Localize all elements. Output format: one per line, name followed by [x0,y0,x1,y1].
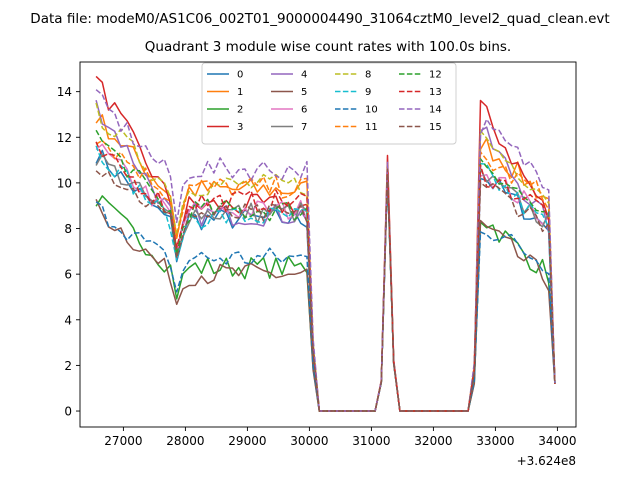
legend-label-3: 3 [237,122,243,133]
y-tick-label: 0 [64,405,72,419]
legend-label-2: 2 [237,105,243,116]
legend-label-10: 10 [365,105,378,116]
legend-label-8: 8 [365,70,371,81]
legend-box [201,62,457,145]
legend-label-4: 4 [301,70,307,81]
chart-title: Quadrant 3 module wise count rates with … [145,39,511,55]
axes: 27000 28000 29000 30000 31000 32000 33000 34000… [57,61,577,468]
x-tick-label: 30000 [290,434,328,448]
legend-label-12: 12 [429,70,442,81]
y-tick-label: 10 [57,176,72,190]
y-tick-label: 4 [64,313,72,327]
legend-label-0: 0 [237,70,243,81]
legend-label-14: 14 [429,105,442,116]
plot-lines [95,75,556,412]
x-offset-label: +3.624e8 [517,454,576,468]
x-tick-label: 29000 [228,434,266,448]
x-tick-label: 31000 [352,434,390,448]
legend-label-6: 6 [301,105,307,116]
series-line-15 [95,168,556,412]
plot-frame [79,61,577,428]
x-tick-label: 33000 [476,434,514,448]
figure-suptitle: Data file: modeM0/AS1C06_002T01_90000044… [30,11,609,27]
y-tick-label: 14 [57,85,72,99]
x-tick-label: 28000 [166,434,204,448]
y-tick-label: 12 [57,131,72,145]
legend-label-15: 15 [429,122,442,133]
legend-label-9: 9 [365,87,371,98]
y-tick-label: 8 [64,222,72,236]
x-tick-label: 34000 [538,434,576,448]
series-line-10 [95,175,556,412]
legend-label-5: 5 [301,87,307,98]
legend-label-11: 11 [365,122,378,133]
x-tick-label: 32000 [414,434,452,448]
y-tick-label: 2 [64,359,72,373]
legend-label-13: 13 [429,87,442,98]
legend-label-1: 1 [237,87,243,98]
y-tick-label: 6 [64,268,72,282]
x-tick-label: 27000 [104,434,142,448]
legend-label-7: 7 [301,122,307,133]
